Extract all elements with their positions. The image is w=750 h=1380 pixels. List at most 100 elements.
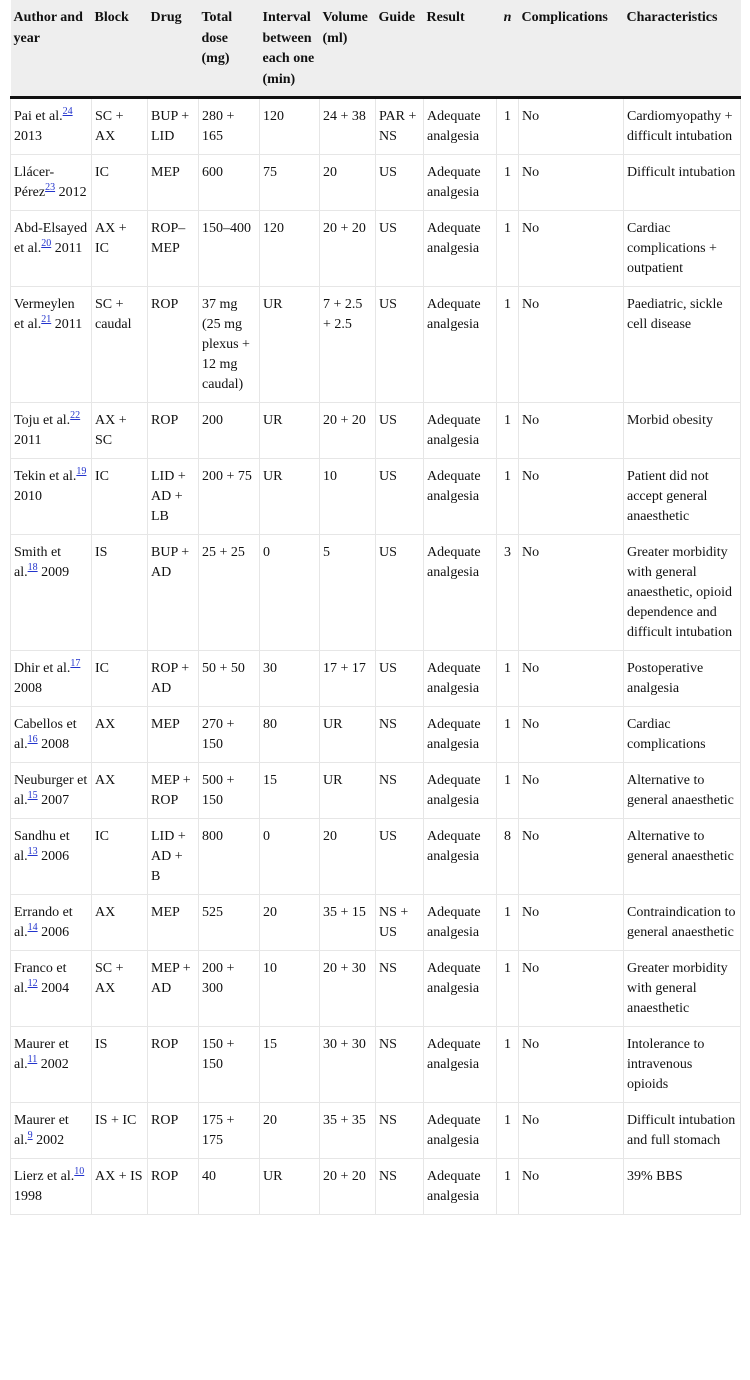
cell-author: Neuburger et al.15 2007: [10, 762, 92, 819]
cell-complications: No: [518, 97, 624, 155]
reference-link[interactable]: 16: [27, 734, 38, 746]
cell-guide: US: [375, 458, 424, 535]
cell-dose: 37 mg (25 mg plexus + 12 mg caudal): [198, 286, 260, 403]
cell-dose: 50 + 50: [198, 650, 260, 707]
cell-result: Adequate analgesia: [423, 894, 497, 951]
author-name: Sandhu et al.: [14, 829, 70, 864]
cell-interval: UR: [259, 402, 320, 459]
column-header: Result: [423, 0, 497, 99]
cell-characteristics: Cardiac complications: [623, 706, 741, 763]
cell-dose: 175 + 175: [198, 1102, 260, 1159]
cell-n: 3: [496, 534, 519, 651]
author-name: Smith et al.: [14, 545, 62, 580]
cell-volume: 35 + 15: [319, 894, 376, 951]
cell-author: Vermeylen et al.21 2011: [10, 286, 92, 403]
column-header: Total dose (mg): [198, 0, 260, 99]
cell-block: IS + IC: [91, 1102, 148, 1159]
cell-author: Toju et al.22 2011: [10, 402, 92, 459]
reference-link[interactable]: 11: [27, 1054, 38, 1066]
cell-characteristics: Alternative to general anaesthetic: [623, 818, 741, 895]
cell-interval: UR: [259, 1158, 320, 1215]
column-header: Guide: [375, 0, 424, 99]
cell-author: Sandhu et al.13 2006: [10, 818, 92, 895]
reference-link[interactable]: 21: [41, 314, 52, 326]
cell-n: 1: [496, 762, 519, 819]
cell-result: Adequate analgesia: [423, 97, 497, 155]
reference-link[interactable]: 19: [76, 466, 87, 478]
author-year: 2013: [14, 129, 42, 144]
cell-drug: BUP + LID: [147, 97, 199, 155]
cell-volume: 20 + 20: [319, 210, 376, 287]
author-name: Pai et al.: [14, 109, 63, 124]
table-row: Errando et al.14 2006 AX MEP 525 20 35 + 15 NS…: [10, 894, 741, 951]
cell-n: 1: [496, 402, 519, 459]
table-row: Toju et al.22 2011 AX + SC ROP 200 UR 20 + 20…: [10, 402, 741, 459]
cell-result: Adequate analgesia: [423, 458, 497, 535]
cell-n: 1: [496, 706, 519, 763]
cell-drug: ROP: [147, 1102, 199, 1159]
cell-block: IC: [91, 818, 148, 895]
table-row: Smith et al.18 2009 IS BUP + AD 25 + 25 0 5 US…: [10, 534, 741, 651]
author-year: 2002: [36, 1133, 65, 1148]
cell-drug: ROP + AD: [147, 650, 199, 707]
table-row: Franco et al.12 2004 SC + AX MEP + AD 200 +…: [10, 950, 741, 1027]
cell-block: IC: [91, 650, 148, 707]
cell-guide: NS + US: [375, 894, 424, 951]
cell-dose: 150 + 150: [198, 1026, 260, 1103]
reference-link[interactable]: 17: [70, 658, 81, 670]
reference-link[interactable]: 22: [70, 410, 81, 422]
author-year: 2002: [40, 1057, 69, 1072]
reference-link[interactable]: 10: [74, 1166, 85, 1178]
cell-volume: 20 + 20: [319, 1158, 376, 1215]
cell-complications: No: [518, 1102, 624, 1159]
cell-interval: 20: [259, 1102, 320, 1159]
author-name: Franco et al.: [14, 961, 67, 996]
cell-characteristics: Intolerance to intravenous opioids: [623, 1026, 741, 1103]
reference-link[interactable]: 20: [41, 238, 52, 250]
cell-block: AX + SC: [91, 402, 148, 459]
cell-interval: 80: [259, 706, 320, 763]
reference-link[interactable]: 18: [27, 562, 38, 574]
cell-complications: No: [518, 458, 624, 535]
cell-n: 1: [496, 1102, 519, 1159]
cell-volume: 7 + 2.5 + 2.5: [319, 286, 376, 403]
reference-link[interactable]: 9: [27, 1130, 33, 1142]
cell-block: IC: [91, 458, 148, 535]
cell-n: 1: [496, 650, 519, 707]
reference-link[interactable]: 23: [45, 182, 56, 194]
cell-volume: 24 + 38: [319, 97, 376, 155]
cell-dose: 200 + 75: [198, 458, 260, 535]
table-row: Neuburger et al.15 2007 AX MEP + ROP 500 + …: [10, 762, 741, 819]
cell-guide: NS: [375, 706, 424, 763]
cell-volume: 10: [319, 458, 376, 535]
table-row: Lierz et al.10 1998 AX + IS ROP 40 UR 20 + 20…: [10, 1158, 741, 1215]
cell-interval: 75: [259, 154, 320, 211]
author-year: 2012: [58, 185, 87, 200]
reference-link[interactable]: 12: [27, 978, 38, 990]
cell-interval: UR: [259, 458, 320, 535]
cell-guide: PAR + NS: [375, 97, 424, 155]
cell-volume: 20: [319, 154, 376, 211]
cell-drug: MEP: [147, 154, 199, 211]
cell-interval: 0: [259, 818, 320, 895]
cell-complications: No: [518, 706, 624, 763]
cell-drug: ROP: [147, 1158, 199, 1215]
cell-characteristics: Postoperative analgesia: [623, 650, 741, 707]
table-row: Maurer et al.11 2002 IS ROP 150 + 150 15 30 +…: [10, 1026, 741, 1103]
cell-block: AX + IC: [91, 210, 148, 287]
cell-drug: MEP: [147, 894, 199, 951]
reference-link[interactable]: 13: [27, 846, 38, 858]
reference-link[interactable]: 14: [27, 922, 38, 934]
cell-volume: UR: [319, 762, 376, 819]
cell-characteristics: Difficult intubation and full stomach: [623, 1102, 741, 1159]
reference-link[interactable]: 15: [27, 790, 38, 802]
cell-guide: NS: [375, 1026, 424, 1103]
cell-interval: 120: [259, 97, 320, 155]
table-row: Dhir et al.17 2008 IC ROP + AD 50 + 50 30 17 …: [10, 650, 741, 707]
cell-dose: 600: [198, 154, 260, 211]
reference-link[interactable]: 24: [62, 106, 73, 118]
column-header: n: [496, 0, 519, 99]
cell-n: 1: [496, 950, 519, 1027]
cell-drug: MEP: [147, 706, 199, 763]
cell-result: Adequate analgesia: [423, 1158, 497, 1215]
